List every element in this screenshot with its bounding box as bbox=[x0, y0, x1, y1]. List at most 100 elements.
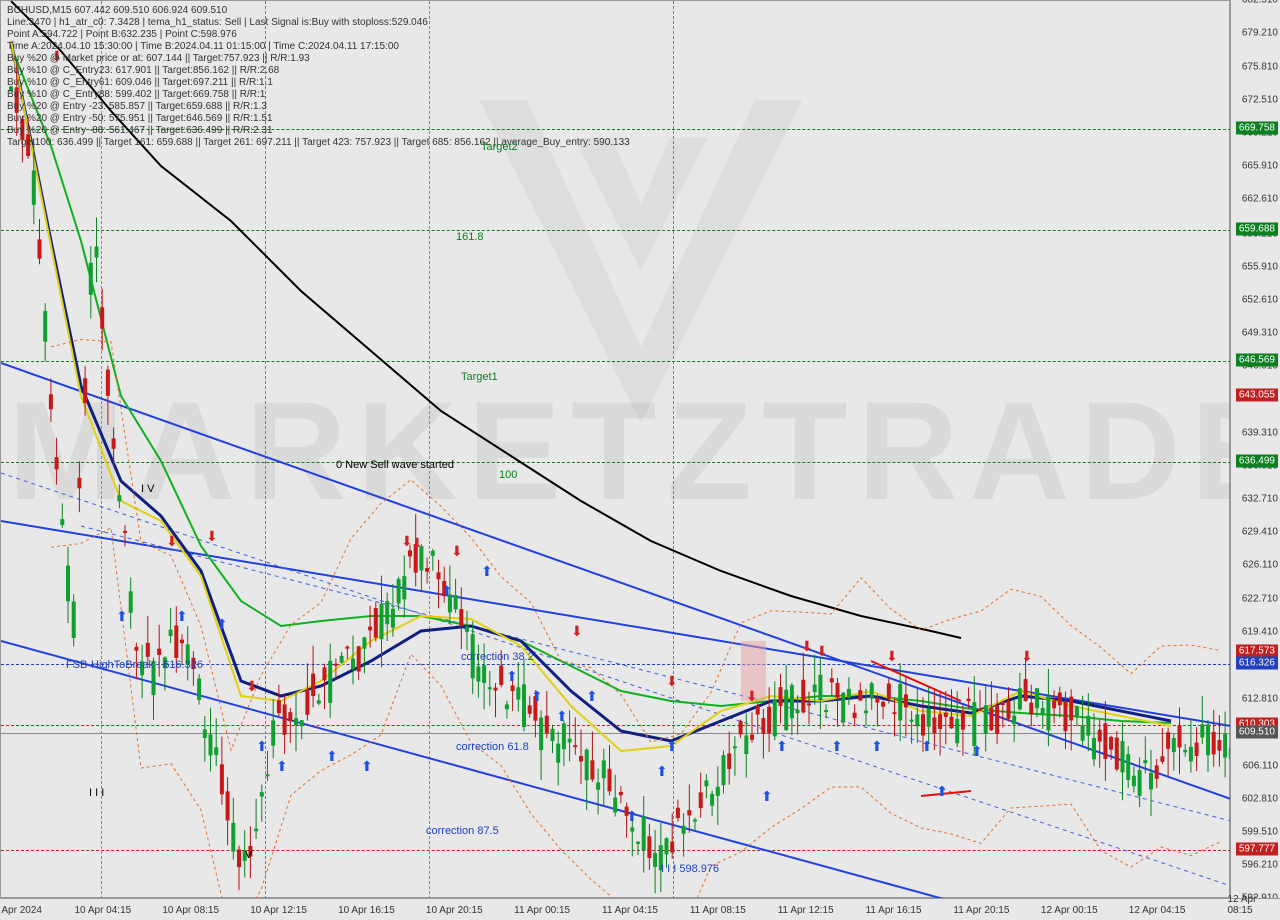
info-line: BCHUSD,M15 607.442 609.510 606.924 609.5… bbox=[7, 5, 227, 16]
chart-annotation: correction 38.2 bbox=[461, 651, 534, 663]
y-tick: 662.610 bbox=[1242, 194, 1278, 205]
svg-text:⬇: ⬇ bbox=[801, 638, 813, 654]
svg-text:⬇: ⬇ bbox=[816, 643, 828, 659]
svg-text:⬇: ⬇ bbox=[1021, 648, 1033, 664]
x-tick: 10 Apr 2024 bbox=[0, 905, 42, 916]
price-label: 617.573 bbox=[1236, 644, 1278, 657]
chart-annotation: 100 bbox=[499, 469, 517, 481]
svg-text:⬆: ⬆ bbox=[666, 738, 678, 754]
svg-text:⬆: ⬆ bbox=[506, 668, 518, 684]
y-tick: 599.510 bbox=[1242, 826, 1278, 837]
info-line: Buy %20 @ Entry -88: 561.467 || Target:6… bbox=[7, 125, 273, 136]
y-tick: 632.710 bbox=[1242, 494, 1278, 505]
info-line: Buy %10 @ C_Entry23: 617.901 || Target:8… bbox=[7, 65, 279, 76]
x-tick: 10 Apr 04:15 bbox=[74, 905, 131, 916]
chart-annotation: correction 61.8 bbox=[456, 741, 529, 753]
svg-text:⬇: ⬇ bbox=[166, 533, 178, 549]
y-tick: 602.810 bbox=[1242, 793, 1278, 804]
info-line: Point A:594.722 | Point B:632.235 | Poin… bbox=[7, 29, 237, 40]
svg-text:⬇: ⬇ bbox=[411, 535, 423, 551]
svg-text:⬆: ⬆ bbox=[441, 583, 453, 599]
y-tick: 639.310 bbox=[1242, 427, 1278, 438]
svg-text:⬆: ⬆ bbox=[116, 608, 128, 624]
y-tick: 606.110 bbox=[1243, 760, 1278, 771]
svg-text:⬆: ⬆ bbox=[481, 563, 493, 579]
svg-text:⬇: ⬇ bbox=[666, 673, 678, 689]
info-line: Time A:2024.04.10 15:30:00 | Time B:2024… bbox=[7, 41, 399, 52]
svg-text:⬆: ⬆ bbox=[871, 738, 883, 754]
info-line: Buy %10 @ C_Entry88: 599.402 || Target:6… bbox=[7, 89, 265, 100]
y-tick: 619.410 bbox=[1242, 627, 1278, 638]
svg-text:⬆: ⬆ bbox=[216, 616, 228, 632]
y-tick: 622.710 bbox=[1242, 594, 1278, 605]
svg-text:⬇: ⬇ bbox=[246, 678, 258, 694]
x-tick: 12 Apr 08:15 bbox=[1228, 894, 1263, 916]
y-tick: 672.510 bbox=[1242, 95, 1278, 106]
x-tick: 10 Apr 16:15 bbox=[338, 905, 395, 916]
chart-area[interactable]: MARKETZTRADE ⬇⬆⬇⬆⬇⬆⬇⬆⬆⬆⬆⬇⬇⬆⬇⬆⬆⬆⬆⬇⬆⬆⬆⬇⬆⬇⬆… bbox=[0, 0, 1230, 898]
svg-text:⬆: ⬆ bbox=[831, 738, 843, 754]
y-tick: 596.210 bbox=[1242, 859, 1278, 870]
svg-text:⬆: ⬆ bbox=[556, 708, 568, 724]
svg-text:⬆: ⬆ bbox=[656, 763, 668, 779]
svg-text:⬆: ⬆ bbox=[776, 738, 788, 754]
info-line: Line:3470 | h1_atr_c0: 7.3428 | tema_h1_… bbox=[7, 17, 428, 28]
chart-annotation: 161.8 bbox=[456, 231, 484, 243]
chart-annotation: FSB-HighToBreak : 616.326 bbox=[66, 659, 203, 671]
y-tick: 655.910 bbox=[1242, 261, 1278, 272]
svg-text:⬆: ⬆ bbox=[761, 788, 773, 804]
price-label: 659.688 bbox=[1236, 222, 1278, 235]
x-tick: 12 Apr 00:15 bbox=[1041, 905, 1098, 916]
svg-text:⬇: ⬇ bbox=[746, 688, 758, 704]
price-label: 609.510 bbox=[1236, 725, 1278, 738]
svg-text:⬇: ⬇ bbox=[206, 528, 218, 544]
chart-annotation: I I I 598.976 bbox=[661, 863, 719, 875]
info-line: Buy %10 @ C_Entry61: 609.046 || Target:6… bbox=[7, 77, 273, 88]
y-tick: 612.810 bbox=[1242, 693, 1278, 704]
chart-annotation: 0 New Sell wave started bbox=[336, 459, 454, 471]
x-tick: 10 Apr 08:15 bbox=[162, 905, 219, 916]
info-line: Buy %20 @ Entry -23: 585.857 || Target:6… bbox=[7, 101, 267, 112]
y-tick: 675.810 bbox=[1242, 62, 1278, 73]
x-tick: 11 Apr 04:15 bbox=[602, 905, 658, 916]
chart-annotation: I I I bbox=[89, 787, 104, 799]
svg-text:⬆: ⬆ bbox=[936, 783, 948, 799]
svg-text:⬇: ⬇ bbox=[886, 648, 898, 664]
x-tick: 10 Apr 20:15 bbox=[426, 905, 483, 916]
svg-text:⬆: ⬆ bbox=[276, 758, 288, 774]
info-line: Target100: 636.499 || Target 161: 659.68… bbox=[7, 137, 630, 148]
price-label: 643.055 bbox=[1236, 389, 1278, 402]
x-axis: 10 Apr 2024 10 Apr 04:15 10 Apr 08:15 10 Ap… bbox=[0, 898, 1280, 920]
y-tick: 652.610 bbox=[1242, 294, 1278, 305]
x-tick: 11 Apr 20:15 bbox=[953, 905, 1009, 916]
price-label: 646.569 bbox=[1236, 354, 1278, 367]
chart-annotation: V bbox=[245, 849, 252, 861]
svg-text:⬆: ⬆ bbox=[361, 758, 373, 774]
info-line: Buy %20 @ Entry -50: 575.951 || Target:6… bbox=[7, 113, 273, 124]
svg-text:⬆: ⬆ bbox=[531, 688, 543, 704]
y-tick: 665.910 bbox=[1242, 161, 1278, 172]
x-tick: 11 Apr 08:15 bbox=[690, 905, 746, 916]
svg-text:⬆: ⬆ bbox=[921, 738, 933, 754]
x-tick: 11 Apr 16:15 bbox=[866, 905, 922, 916]
svg-text:⬆: ⬆ bbox=[326, 748, 338, 764]
svg-text:⬇: ⬇ bbox=[571, 623, 583, 639]
info-line: Buy %20 @ Market price or at: 607.144 ||… bbox=[7, 53, 310, 64]
svg-text:⬆: ⬆ bbox=[626, 808, 638, 824]
x-tick: 11 Apr 12:15 bbox=[778, 905, 834, 916]
svg-text:⬇: ⬇ bbox=[451, 543, 463, 559]
svg-text:⬆: ⬆ bbox=[256, 738, 268, 754]
price-label: 597.777 bbox=[1236, 843, 1278, 856]
x-tick: 10 Apr 12:15 bbox=[250, 905, 307, 916]
x-tick: 11 Apr 00:15 bbox=[514, 905, 570, 916]
svg-text:⬆: ⬆ bbox=[586, 688, 598, 704]
chart-annotation: Target2 bbox=[481, 141, 518, 153]
price-label: 669.758 bbox=[1236, 121, 1278, 134]
y-tick: 626.110 bbox=[1243, 560, 1278, 571]
price-label: 616.326 bbox=[1236, 657, 1278, 670]
chart-annotation: I V bbox=[141, 483, 154, 495]
x-tick: 12 Apr 04:15 bbox=[1129, 905, 1186, 916]
svg-text:⬆: ⬆ bbox=[971, 743, 983, 759]
y-tick: 649.310 bbox=[1242, 327, 1278, 338]
svg-text:⬆: ⬆ bbox=[176, 608, 188, 624]
